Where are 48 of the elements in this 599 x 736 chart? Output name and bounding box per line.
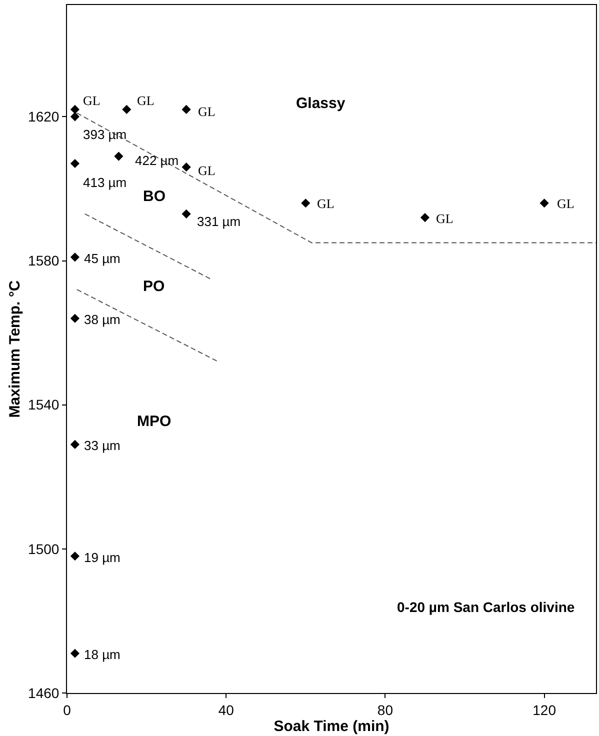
point — [122, 104, 132, 114]
annotation: GL — [317, 196, 334, 211]
annotation: GL — [436, 211, 454, 226]
annotation: GL — [557, 196, 574, 211]
annotation: GL — [198, 163, 216, 178]
annotation: MPO — [137, 413, 172, 430]
point — [70, 112, 80, 122]
annotation: PO — [143, 278, 166, 295]
y-tick-label: 1580 — [28, 252, 60, 269]
annotation: 18 µm — [84, 647, 120, 662]
point — [182, 209, 191, 218]
x-tick-label: 80 — [377, 702, 394, 718]
y-tick-label: 1540 — [28, 396, 60, 413]
annotation: 38 µm — [84, 312, 120, 327]
point — [182, 162, 191, 172]
x-axis-title: Soak Time (min) — [274, 718, 390, 735]
annotation: 19 µm — [84, 550, 120, 565]
y-tick-label: 1500 — [28, 540, 60, 557]
point — [182, 104, 191, 114]
point — [70, 104, 80, 114]
point — [70, 648, 80, 658]
point — [420, 212, 430, 222]
annotation: Glassy — [296, 95, 346, 112]
y-tick-label: 1620 — [28, 108, 60, 125]
annotation: 45 µm — [84, 251, 120, 266]
point — [70, 552, 80, 561]
annotation: 413 µm — [83, 175, 127, 190]
point — [70, 440, 80, 450]
annotation: 331 µm — [197, 214, 241, 229]
x-tick-label: 120 — [532, 702, 556, 718]
annotation: GL — [137, 93, 154, 108]
y-tick-label: 1460 — [28, 684, 60, 701]
annotation: 0-20 µm San Carlos olivine — [397, 599, 575, 615]
y-axis-title: Maximum Temp. °C — [6, 280, 24, 418]
point — [114, 152, 124, 161]
annotation: 393 µm — [83, 127, 127, 142]
point — [301, 198, 310, 208]
annotation: 422 µm — [135, 153, 179, 168]
point — [70, 314, 80, 323]
annotation: GL — [83, 93, 100, 108]
annotation: GL — [198, 104, 216, 119]
x-tick-label: 0 — [63, 702, 72, 718]
annotation: 33 µm — [84, 438, 120, 453]
point — [540, 198, 549, 208]
x-tick-label: 40 — [218, 702, 234, 718]
annotation: BO — [143, 188, 166, 205]
point — [70, 252, 80, 262]
point — [70, 158, 80, 168]
